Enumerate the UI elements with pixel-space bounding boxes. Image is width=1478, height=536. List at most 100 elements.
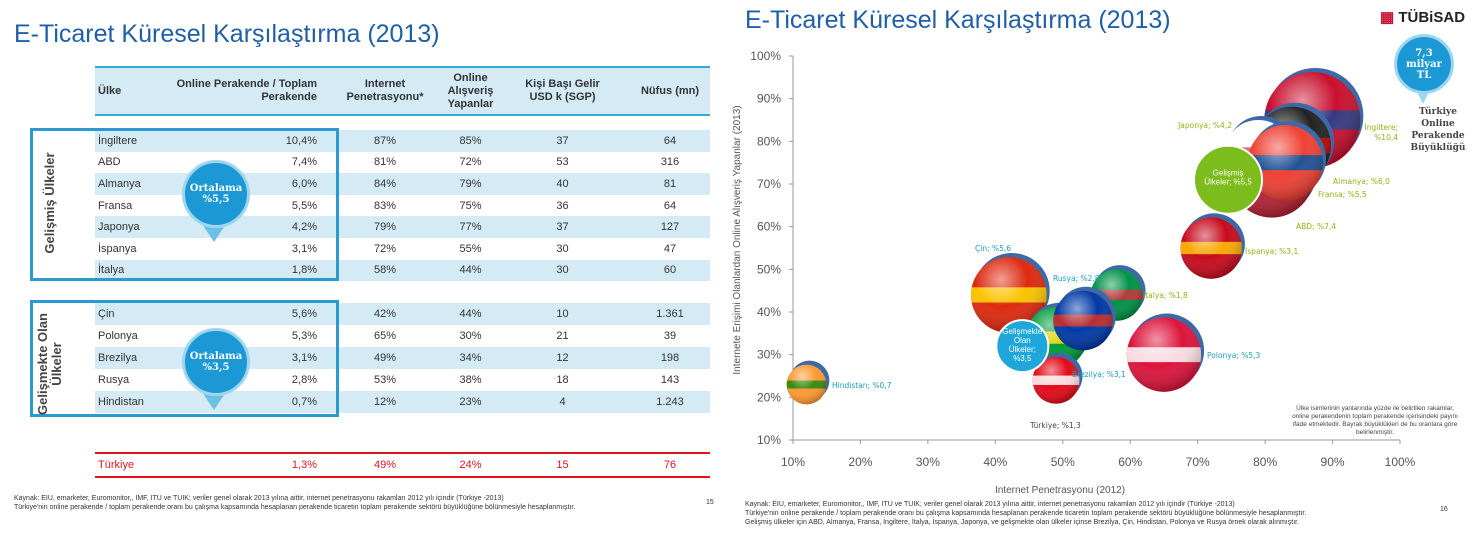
right-slide-title: E-Ticaret Küresel Karşılaştırma (2013) [745, 6, 1171, 34]
badge-line: TL [1416, 69, 1432, 81]
y-tick-label: 30% [757, 348, 781, 362]
badge-line: milyar [1406, 58, 1442, 70]
table-cell: 76 [663, 459, 677, 471]
table-cell: 30 [556, 242, 569, 255]
table-cell: 37 [556, 221, 569, 234]
data-label: İtalya; %1,8 [1143, 291, 1188, 300]
y-tick-label: 50% [757, 262, 781, 276]
average-bubble [995, 319, 1050, 374]
table-cell: 6,0% [291, 177, 317, 190]
table-cell: Hindistan [98, 396, 144, 408]
table-row: İtalya 1,8% 58% 44% 30 60 [95, 259, 710, 282]
right-footnote-1: Kaynak: EIU, emarketer, Euromonitor,, IM… [745, 501, 1235, 508]
table-cell: 44% [459, 308, 482, 320]
table-cell: 81% [373, 156, 397, 169]
developed-group-box [30, 128, 339, 281]
caption-line: Perakende [1411, 131, 1465, 141]
table-cell: Rusya [98, 374, 130, 386]
average-value: %5,5 [202, 194, 230, 205]
developing-group-box [30, 300, 339, 417]
x-tick-label: 60% [1118, 455, 1142, 469]
table-row: Polonya 5,3% 65% 30% 21 39 [95, 325, 710, 347]
data-label: Almanya; %6,0 [1333, 177, 1390, 186]
left-slide-title: E-Ticaret Küresel Karşılaştırma (2013) [14, 20, 440, 48]
table-cell: 316 [660, 156, 680, 169]
table-row: İngiltere 10,4% 87% 85% 37 64 [95, 130, 710, 152]
data-label: Japonya; %4,2 [1177, 121, 1232, 130]
bubble-gloss [1180, 217, 1242, 279]
table-cell: 23% [459, 396, 482, 408]
data-label: Türkiye; %1,3 [1029, 421, 1081, 430]
table-cell: 55% [459, 242, 482, 255]
right-footnote-2: Türkiye'nin online perakende / toplam pe… [745, 510, 1307, 517]
data-label: Çin; %5,6 [975, 244, 1011, 253]
x-tick-label: 50% [1051, 455, 1075, 469]
data-label: ABD; %7,4 [1296, 222, 1336, 231]
x-tick-label: 70% [1186, 455, 1210, 469]
header-population: Nüfus (mn) [640, 84, 700, 97]
right-page-number: 16 [1440, 506, 1448, 513]
table-cell: 38% [459, 374, 482, 386]
y-tick-label: 20% [757, 390, 781, 404]
table-cell: 37 [556, 134, 569, 147]
table-cell: 58% [373, 264, 397, 277]
table-cell: Japonya [98, 221, 140, 234]
average-bubble-label: Gelişmiş Ülkeler; %5,5 [1204, 169, 1252, 187]
y-tick-label: 100% [750, 49, 781, 63]
table-cell: 84% [373, 177, 397, 190]
table-row: Rusya 2,8% 53% 38% 18 143 [95, 369, 710, 391]
average-bubble [1193, 144, 1264, 215]
table-cell: 143 [660, 374, 680, 386]
x-tick-label: 90% [1321, 455, 1345, 469]
x-tick-label: 20% [848, 455, 872, 469]
table-row: Japonya 4,2% 79% 77% 37 127 [95, 216, 710, 238]
table-cell: 77% [459, 221, 482, 234]
table-cell: 4 [559, 396, 566, 408]
table-cell: 40 [556, 177, 569, 190]
y-tick-label: 60% [757, 220, 781, 234]
x-axis-label: Internet Penetrasyonu (2012) [995, 485, 1125, 496]
table-cell: 60 [663, 264, 677, 277]
table-cell: 5,6% [291, 308, 317, 320]
table-cell: İspanya [98, 242, 137, 255]
developing-average-pin: Ortalama %3,5 [182, 328, 250, 396]
header-country: Ülke [98, 84, 122, 97]
table-cell: 21 [556, 330, 569, 342]
table-cell: 72% [373, 242, 397, 255]
table-cell: 53 [556, 156, 569, 169]
table-cell: 0,7% [291, 396, 317, 408]
table-cell: 3,1% [291, 352, 317, 364]
table-cell: 12 [556, 352, 569, 364]
header-online-share: Online Perakende / Toplam Perakende [176, 78, 317, 103]
table-row: Fransa 5,5% 83% 75% 36 64 [95, 195, 710, 217]
table-cell: 44% [459, 264, 482, 277]
bubble-gloss [1053, 290, 1113, 351]
table-cell: 2,8% [291, 374, 317, 386]
bubble-gloss [1126, 317, 1202, 392]
table-row: Hindistan 0,7% 12% 23% 4 1.243 [95, 391, 710, 413]
table-cell: 65% [373, 330, 397, 342]
table-cell: 1.243 [656, 396, 684, 408]
table-cell: 81 [663, 177, 677, 190]
bubble-gloss [970, 257, 1047, 333]
table-cell: Türkiye [98, 459, 135, 471]
table-cell: 79% [373, 221, 397, 234]
turkey-row: Türkiye 1,3% 49% 24% 15 76 [95, 452, 710, 478]
y-axis-label: Internete Erişimi Olanlardan Online Alış… [732, 105, 743, 374]
tubisad-logo: ▦ TÜBiSAD [1380, 9, 1466, 26]
y-tick-label: 10% [757, 433, 781, 447]
average-bubble-label: Gelişmekte Olan Ülkeler; %3,5 [1002, 327, 1043, 363]
bubble-gloss [786, 364, 827, 405]
caption-line: Türkiye [1419, 107, 1457, 117]
table-cell: 87% [373, 134, 397, 147]
table-cell: 75% [459, 199, 482, 212]
data-label: Polonya; %5,3 [1207, 351, 1260, 360]
table-cell: 64 [663, 199, 677, 212]
table-cell: 18 [556, 374, 569, 386]
y-tick-label: 40% [757, 305, 781, 319]
table-cell: 47 [663, 242, 677, 255]
table-cell: 64 [663, 134, 677, 147]
data-label: Fransa; %5,5 [1318, 190, 1367, 199]
table-cell: 15 [556, 459, 569, 471]
